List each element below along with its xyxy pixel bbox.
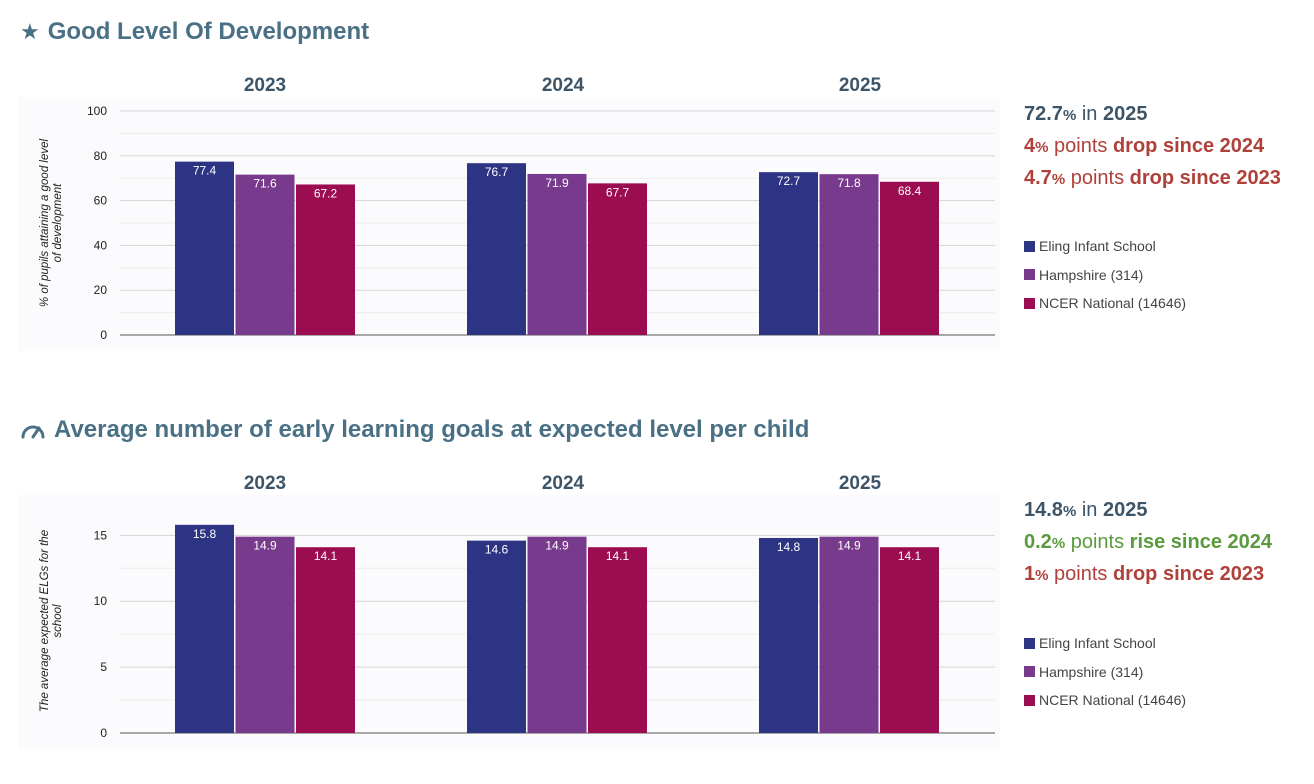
bar bbox=[880, 547, 939, 733]
y-axis-label-line: The average expected ELGs for the bbox=[39, 530, 51, 712]
bar bbox=[235, 174, 295, 335]
legend-label: Eling Infant School bbox=[1039, 238, 1156, 255]
elg-legend: Eling Infant School Hampshire (314) NCER… bbox=[1024, 629, 1186, 715]
summary-change-2023: 1% points drop since 2023 bbox=[1024, 563, 1265, 585]
bar-value-label: 76.7 bbox=[485, 165, 509, 179]
legend-label: Eling Infant School bbox=[1039, 635, 1156, 652]
bar bbox=[175, 161, 234, 335]
bar-value-label: 71.8 bbox=[837, 176, 861, 190]
bar-value-label: 14.9 bbox=[545, 539, 569, 553]
section-title-text: Good Level Of Development bbox=[47, 18, 370, 45]
legend-swatch bbox=[1024, 269, 1035, 281]
bar-value-label: 14.8 bbox=[777, 540, 801, 554]
y-axis-label: % of pupils attaining a good levelof dev… bbox=[39, 138, 64, 307]
bar-value-label: 67.2 bbox=[314, 186, 338, 200]
y-tick-label: 0 bbox=[100, 726, 107, 740]
bar bbox=[527, 536, 587, 733]
y-tick-label: 40 bbox=[94, 238, 108, 252]
y-tick-label: 15 bbox=[94, 528, 108, 542]
legend-item-hampshire: Hampshire (314) bbox=[1024, 261, 1186, 290]
y-tick-label: 5 bbox=[100, 660, 107, 674]
legend-item-school: Eling Infant School bbox=[1024, 232, 1186, 261]
category-label: 2023 bbox=[244, 75, 286, 96]
bar bbox=[759, 537, 818, 733]
bar-value-label: 68.4 bbox=[898, 184, 922, 198]
legend-swatch bbox=[1024, 637, 1035, 649]
legend-item-national: NCER National (14646) bbox=[1024, 289, 1186, 318]
y-axis-label: The average expected ELGs for theschool bbox=[39, 530, 64, 712]
bar-value-label: 71.6 bbox=[253, 177, 277, 191]
bar bbox=[296, 184, 355, 335]
bar bbox=[467, 540, 526, 733]
bar-value-label: 67.7 bbox=[606, 185, 630, 199]
category-label: 2025 bbox=[839, 75, 882, 96]
bar bbox=[296, 547, 355, 733]
bar-value-label: 77.4 bbox=[193, 164, 217, 178]
gld-summary: 72.7% in 2025 4% points drop since 2024 … bbox=[1024, 98, 1281, 194]
bar-value-label: 71.9 bbox=[545, 176, 569, 190]
bar bbox=[175, 524, 234, 733]
star-icon: ★ bbox=[20, 19, 40, 44]
bar bbox=[588, 183, 647, 335]
bar-value-label: 14.9 bbox=[837, 539, 861, 553]
bar-value-label: 14.9 bbox=[253, 539, 277, 553]
legend-label: Hampshire (314) bbox=[1039, 266, 1144, 283]
bar bbox=[759, 172, 818, 335]
bar bbox=[880, 181, 939, 335]
section-title-elg: Average number of early learning goals a… bbox=[20, 416, 809, 444]
y-axis-label-line: school bbox=[52, 604, 64, 638]
legend-label: NCER National (14646) bbox=[1039, 692, 1187, 709]
category-label: 2024 bbox=[542, 75, 585, 96]
y-tick-label: 60 bbox=[94, 194, 108, 208]
legend-swatch bbox=[1024, 694, 1035, 706]
legend-label: NCER National (14646) bbox=[1039, 295, 1187, 312]
elg-summary: 14.8% in 2025 0.2% points rise since 202… bbox=[1024, 494, 1272, 590]
bar bbox=[588, 547, 647, 733]
legend-item-national: NCER National (14646) bbox=[1024, 686, 1186, 715]
gauge-icon bbox=[20, 420, 46, 440]
gld-bar-chart: 0 20 40 60 80 100 % of pupils attaining a good… bbox=[18, 75, 1000, 351]
bar bbox=[235, 536, 295, 733]
category-label: 2024 bbox=[542, 473, 585, 494]
y-tick-label: 20 bbox=[94, 283, 108, 297]
legend-swatch bbox=[1024, 666, 1035, 678]
y-axis-label-line: of development bbox=[52, 183, 64, 262]
y-tick-label: 100 bbox=[87, 104, 107, 118]
bar-value-label: 15.8 bbox=[193, 527, 217, 541]
bar-value-label: 14.6 bbox=[485, 543, 509, 557]
bar bbox=[819, 536, 879, 733]
bar-value-label: 14.1 bbox=[606, 549, 630, 563]
bar bbox=[819, 174, 879, 335]
bar-value-label: 72.7 bbox=[777, 174, 801, 188]
elg-bar-chart: 0 5 10 15 The average expected ELGs for thes… bbox=[18, 473, 1000, 749]
gld-legend: Eling Infant School Hampshire (314) NCER… bbox=[1024, 232, 1186, 318]
category-label: 2023 bbox=[244, 473, 286, 494]
summary-current: 72.7% in 2025 bbox=[1024, 103, 1148, 125]
legend-swatch bbox=[1024, 297, 1035, 309]
y-tick-label: 10 bbox=[94, 594, 108, 608]
summary-change-2024: 4% points drop since 2024 bbox=[1024, 135, 1265, 157]
legend-item-school: Eling Infant School bbox=[1024, 629, 1186, 658]
legend-swatch bbox=[1024, 240, 1035, 252]
legend-label: Hampshire (314) bbox=[1039, 663, 1144, 680]
bar-value-label: 14.1 bbox=[314, 549, 338, 563]
section-title-text: Average number of early learning goals a… bbox=[54, 416, 810, 443]
y-axis-label-line: % of pupils attaining a good level bbox=[39, 138, 51, 307]
summary-change-2024: 0.2% points rise since 2024 bbox=[1024, 531, 1272, 553]
summary-change-2023: 4.7% points drop since 2023 bbox=[1024, 167, 1281, 189]
section-title-gld: ★ Good Level Of Development bbox=[20, 18, 369, 46]
legend-item-hampshire: Hampshire (314) bbox=[1024, 658, 1186, 687]
bar bbox=[467, 163, 526, 335]
summary-current: 14.8% in 2025 bbox=[1024, 499, 1148, 521]
y-tick-label: 0 bbox=[100, 328, 107, 342]
bar bbox=[527, 173, 587, 335]
bar-value-label: 14.1 bbox=[898, 549, 922, 563]
category-label: 2025 bbox=[839, 473, 882, 494]
y-tick-label: 80 bbox=[94, 149, 108, 163]
